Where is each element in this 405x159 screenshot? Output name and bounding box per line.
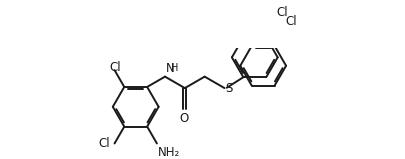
Text: H: H — [171, 63, 179, 73]
Text: NH₂: NH₂ — [158, 146, 180, 159]
Text: Cl: Cl — [109, 61, 121, 74]
Text: Cl: Cl — [277, 6, 288, 19]
Text: O: O — [179, 112, 189, 125]
Text: S: S — [225, 82, 232, 95]
Text: N: N — [166, 62, 175, 75]
Text: Cl: Cl — [98, 137, 110, 150]
Text: Cl: Cl — [286, 15, 297, 28]
